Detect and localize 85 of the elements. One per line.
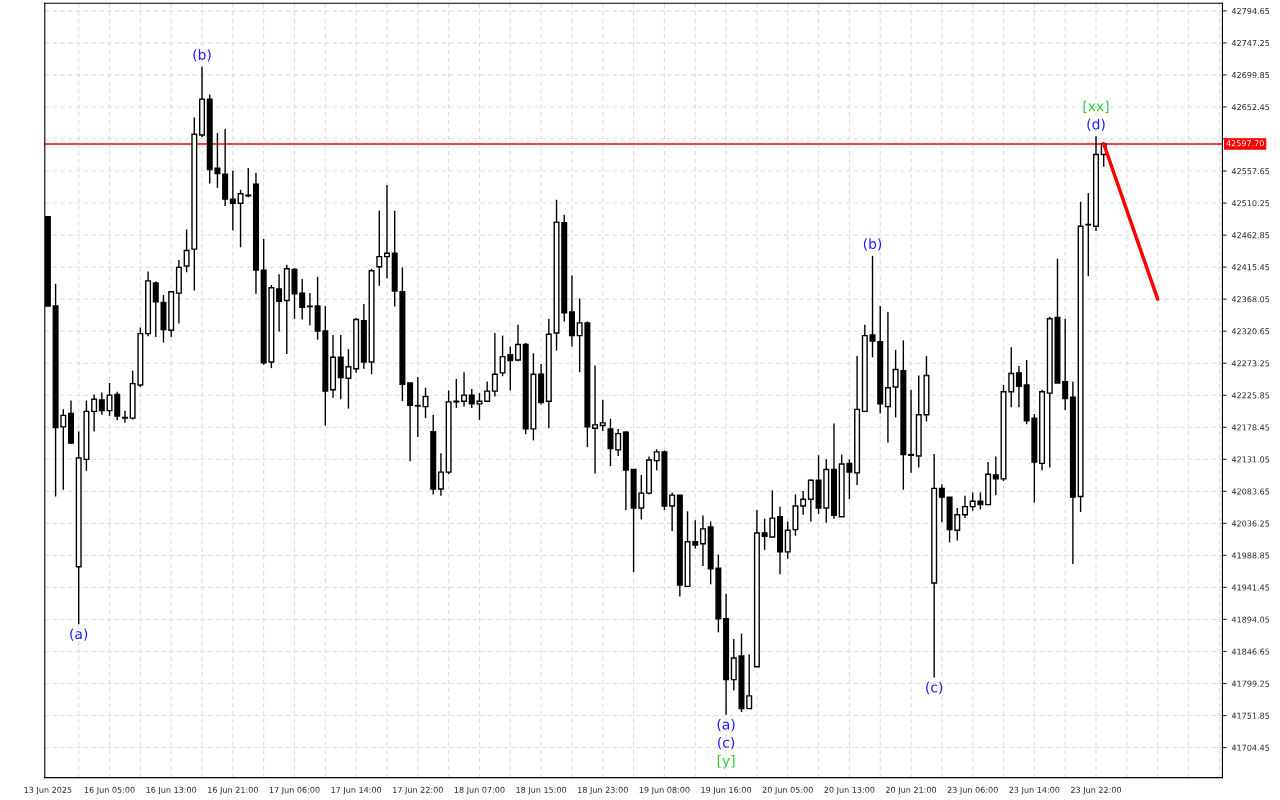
x-tick-label: 17 Jun 14:00: [331, 786, 382, 795]
ref-line-label: 42597.70: [1226, 140, 1264, 147]
candlestick: [615, 428, 622, 457]
candlestick: [121, 409, 128, 424]
y-tick-label: 42083.65: [1231, 488, 1270, 495]
candlestick: [938, 483, 945, 523]
x-tick-label: 19 Jun 16:00: [701, 786, 752, 795]
candlestick: [1015, 365, 1022, 408]
x-tick-label: 18 Jun 23:00: [578, 786, 628, 795]
y-tick-label: 42131.05: [1231, 456, 1270, 463]
candlestick: [592, 364, 599, 475]
candlestick: [276, 273, 283, 333]
candlestick: [961, 495, 968, 519]
y-tick-label: 42273.25: [1231, 360, 1270, 367]
y-tick-label: 41751.85: [1231, 712, 1270, 719]
candlestick: [376, 209, 383, 287]
x-tick-label: 17 Jun 22:00: [393, 786, 443, 795]
candlestick: [807, 478, 814, 523]
candlestick: [98, 391, 105, 416]
annotation: (c): [718, 736, 735, 750]
candlestick: [422, 387, 429, 419]
candlestick: [669, 491, 676, 532]
x-tick-label: 20 Jun 21:00: [886, 786, 937, 795]
candlestick: [792, 493, 799, 537]
x-tick-label: 19 Jun 08:00: [639, 786, 690, 795]
y-tick-label: 42747.25: [1231, 39, 1270, 47]
y-tick-label: 42036.25: [1231, 520, 1270, 527]
candlestick: [514, 324, 522, 363]
x-tick-label: 16 Jun 13:00: [146, 786, 197, 795]
y-tick-label: 42178.45: [1231, 424, 1270, 431]
candlestick: [437, 452, 444, 497]
annotation: (c): [926, 681, 943, 695]
candlestick: [607, 418, 614, 467]
candlestick: [1085, 192, 1092, 277]
annotation: [xx]: [1083, 100, 1109, 114]
y-tick-label: 42368.05: [1231, 296, 1270, 303]
y-tick-label: 41988.85: [1231, 552, 1270, 559]
annotation: (a): [70, 628, 88, 641]
y-tick-label: 42462.85: [1231, 232, 1270, 239]
y-tick-label: 42415.45: [1231, 264, 1270, 271]
y-tick-label: 42699.85: [1231, 72, 1270, 79]
candlestick: [599, 399, 606, 432]
x-tick-label: 18 Jun 07:00: [454, 786, 505, 795]
annotation: (a): [717, 718, 735, 732]
candlestick: [407, 382, 414, 463]
x-tick-label: 20 Jun 05:00: [762, 786, 813, 795]
candlestick: [884, 311, 891, 444]
x-tick-label: 18 Jun 15:00: [516, 786, 567, 795]
y-tick-label: 42320.65: [1231, 328, 1270, 335]
y-tick-label: 42225.85: [1231, 392, 1270, 399]
candlestick: [414, 376, 421, 438]
annotation: (b): [193, 49, 211, 62]
candlestick: [491, 332, 498, 398]
x-tick-label: 16 Jun 05:00: [84, 786, 135, 795]
candlestick: [229, 170, 236, 231]
annotation: [y]: [717, 755, 735, 769]
candlestick: [800, 490, 807, 516]
y-tick-label: 42652.45: [1231, 104, 1270, 111]
candlestick: [461, 371, 468, 408]
x-tick-label: 23 Jun 22:00: [1071, 786, 1122, 795]
candlestick: [1062, 318, 1069, 411]
y-tick-label: 41894.05: [1231, 616, 1270, 623]
y-tick-label: 41846.65: [1231, 648, 1270, 655]
candlestick: [908, 389, 915, 474]
x-tick-label: 23 Jun 06:00: [947, 786, 998, 795]
y-tick-label: 41799.25: [1231, 680, 1270, 687]
candlestick: [568, 274, 575, 348]
x-tick-label: 16 Jun 21:00: [208, 786, 258, 795]
candlestick: [183, 228, 190, 273]
candlestick: [484, 380, 491, 403]
candlestick: [992, 455, 999, 496]
annotation: (d): [1087, 118, 1105, 132]
x-tick-label: 17 Jun 06:00: [269, 786, 320, 795]
y-tick-label: 42794.65: [1231, 7, 1270, 15]
x-tick-label: 20 Jun 13:00: [824, 786, 875, 795]
y-tick-label: 42557.65: [1231, 168, 1270, 175]
x-tick-label: 23 Jun 14:00: [1009, 786, 1060, 795]
y-tick-label: 41704.45: [1231, 744, 1270, 751]
y-tick-label: 41941.45: [1231, 584, 1270, 591]
candlestick: [699, 514, 706, 567]
candlestick: [91, 393, 98, 433]
candlestick: [784, 520, 791, 560]
y-tick-label: 42510.25: [1231, 200, 1270, 207]
x-tick-label: 13 Jun 2025: [24, 786, 72, 795]
annotation: (b): [863, 238, 882, 251]
